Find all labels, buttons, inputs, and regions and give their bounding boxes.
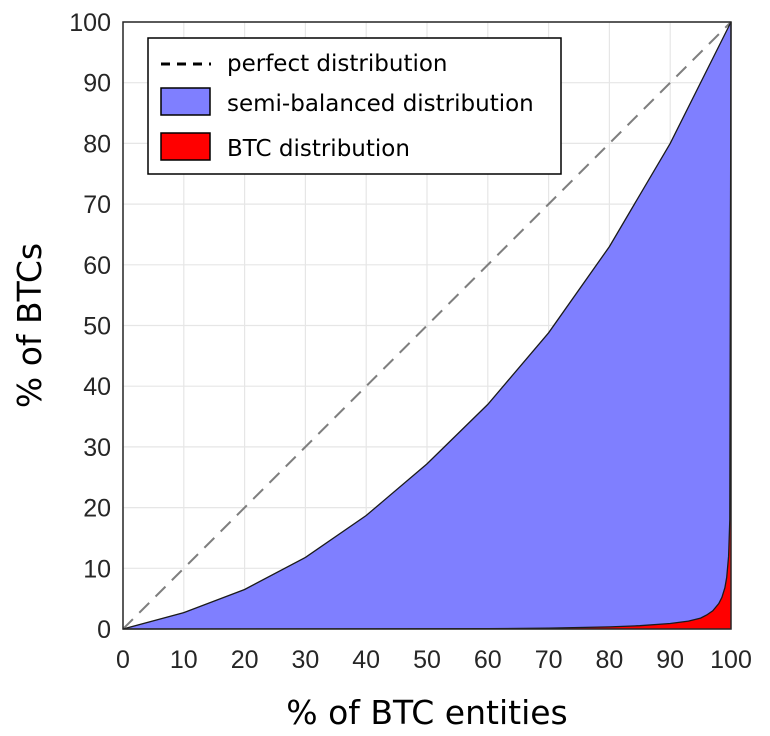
curve-1 [122,21,732,630]
x-axis-label: % of BTC entities [286,693,567,732]
x-tick-label: 10 [170,646,198,674]
x-tick-label: 90 [656,646,684,674]
tick-labels: 0 10 20 30 40 50 60 70 80 90 100 0 10 20 30 40 50 60 70 80 9… [69,9,752,674]
x-tick-label: 40 [352,646,380,674]
legend: perfect distribution semi-balanced distr… [147,37,562,175]
y-tick-label: 60 [83,252,111,280]
legend-label-btc: BTC distribution [227,136,410,162]
y-tick-label: 10 [83,555,111,583]
x-tick-label: 30 [291,646,319,674]
y-tick-label: 100 [69,9,111,37]
y-tick-label: 0 [97,616,111,644]
y-tick-label: 50 [83,313,111,341]
plot-frame [122,21,732,630]
y-tick-label: 80 [83,130,111,158]
y-tick-label: 30 [83,434,111,462]
diagonal-line [122,21,732,630]
plot-areas [123,22,731,629]
y-tick-label: 90 [83,70,111,98]
area-1 [123,22,731,629]
curve-2 [122,21,732,630]
x-tick-label: 50 [413,646,441,674]
x-tick-label: 20 [231,646,259,674]
x-tick-label: 80 [595,646,623,674]
y-tick-label: 20 [83,495,111,523]
x-tick-label: 70 [535,646,563,674]
legend-label-semi-balanced: semi-balanced distribution [227,91,534,117]
x-tick-label: 0 [116,646,130,674]
x-tick-label: 60 [474,646,502,674]
legend-label-perfect: perfect distribution [227,51,448,77]
y-tick-label: 40 [83,373,111,401]
legend-swatch-semi-balanced [160,87,211,116]
y-axis-label: % of BTCs [10,243,49,408]
legend-box [147,37,562,175]
x-tick-label: 100 [710,646,752,674]
legend-swatch-btc [160,132,211,161]
plot-lines [122,21,732,630]
y-tick-label: 70 [83,191,111,219]
